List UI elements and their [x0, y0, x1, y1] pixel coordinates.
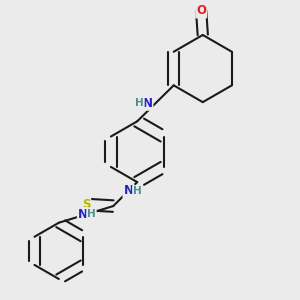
- Text: H: H: [133, 186, 142, 196]
- Text: N: N: [142, 97, 152, 110]
- Text: H: H: [135, 98, 144, 108]
- Text: O: O: [196, 4, 206, 17]
- Text: S: S: [82, 198, 90, 211]
- Text: H: H: [87, 209, 96, 219]
- Text: N: N: [123, 184, 134, 197]
- Text: N: N: [78, 208, 88, 221]
